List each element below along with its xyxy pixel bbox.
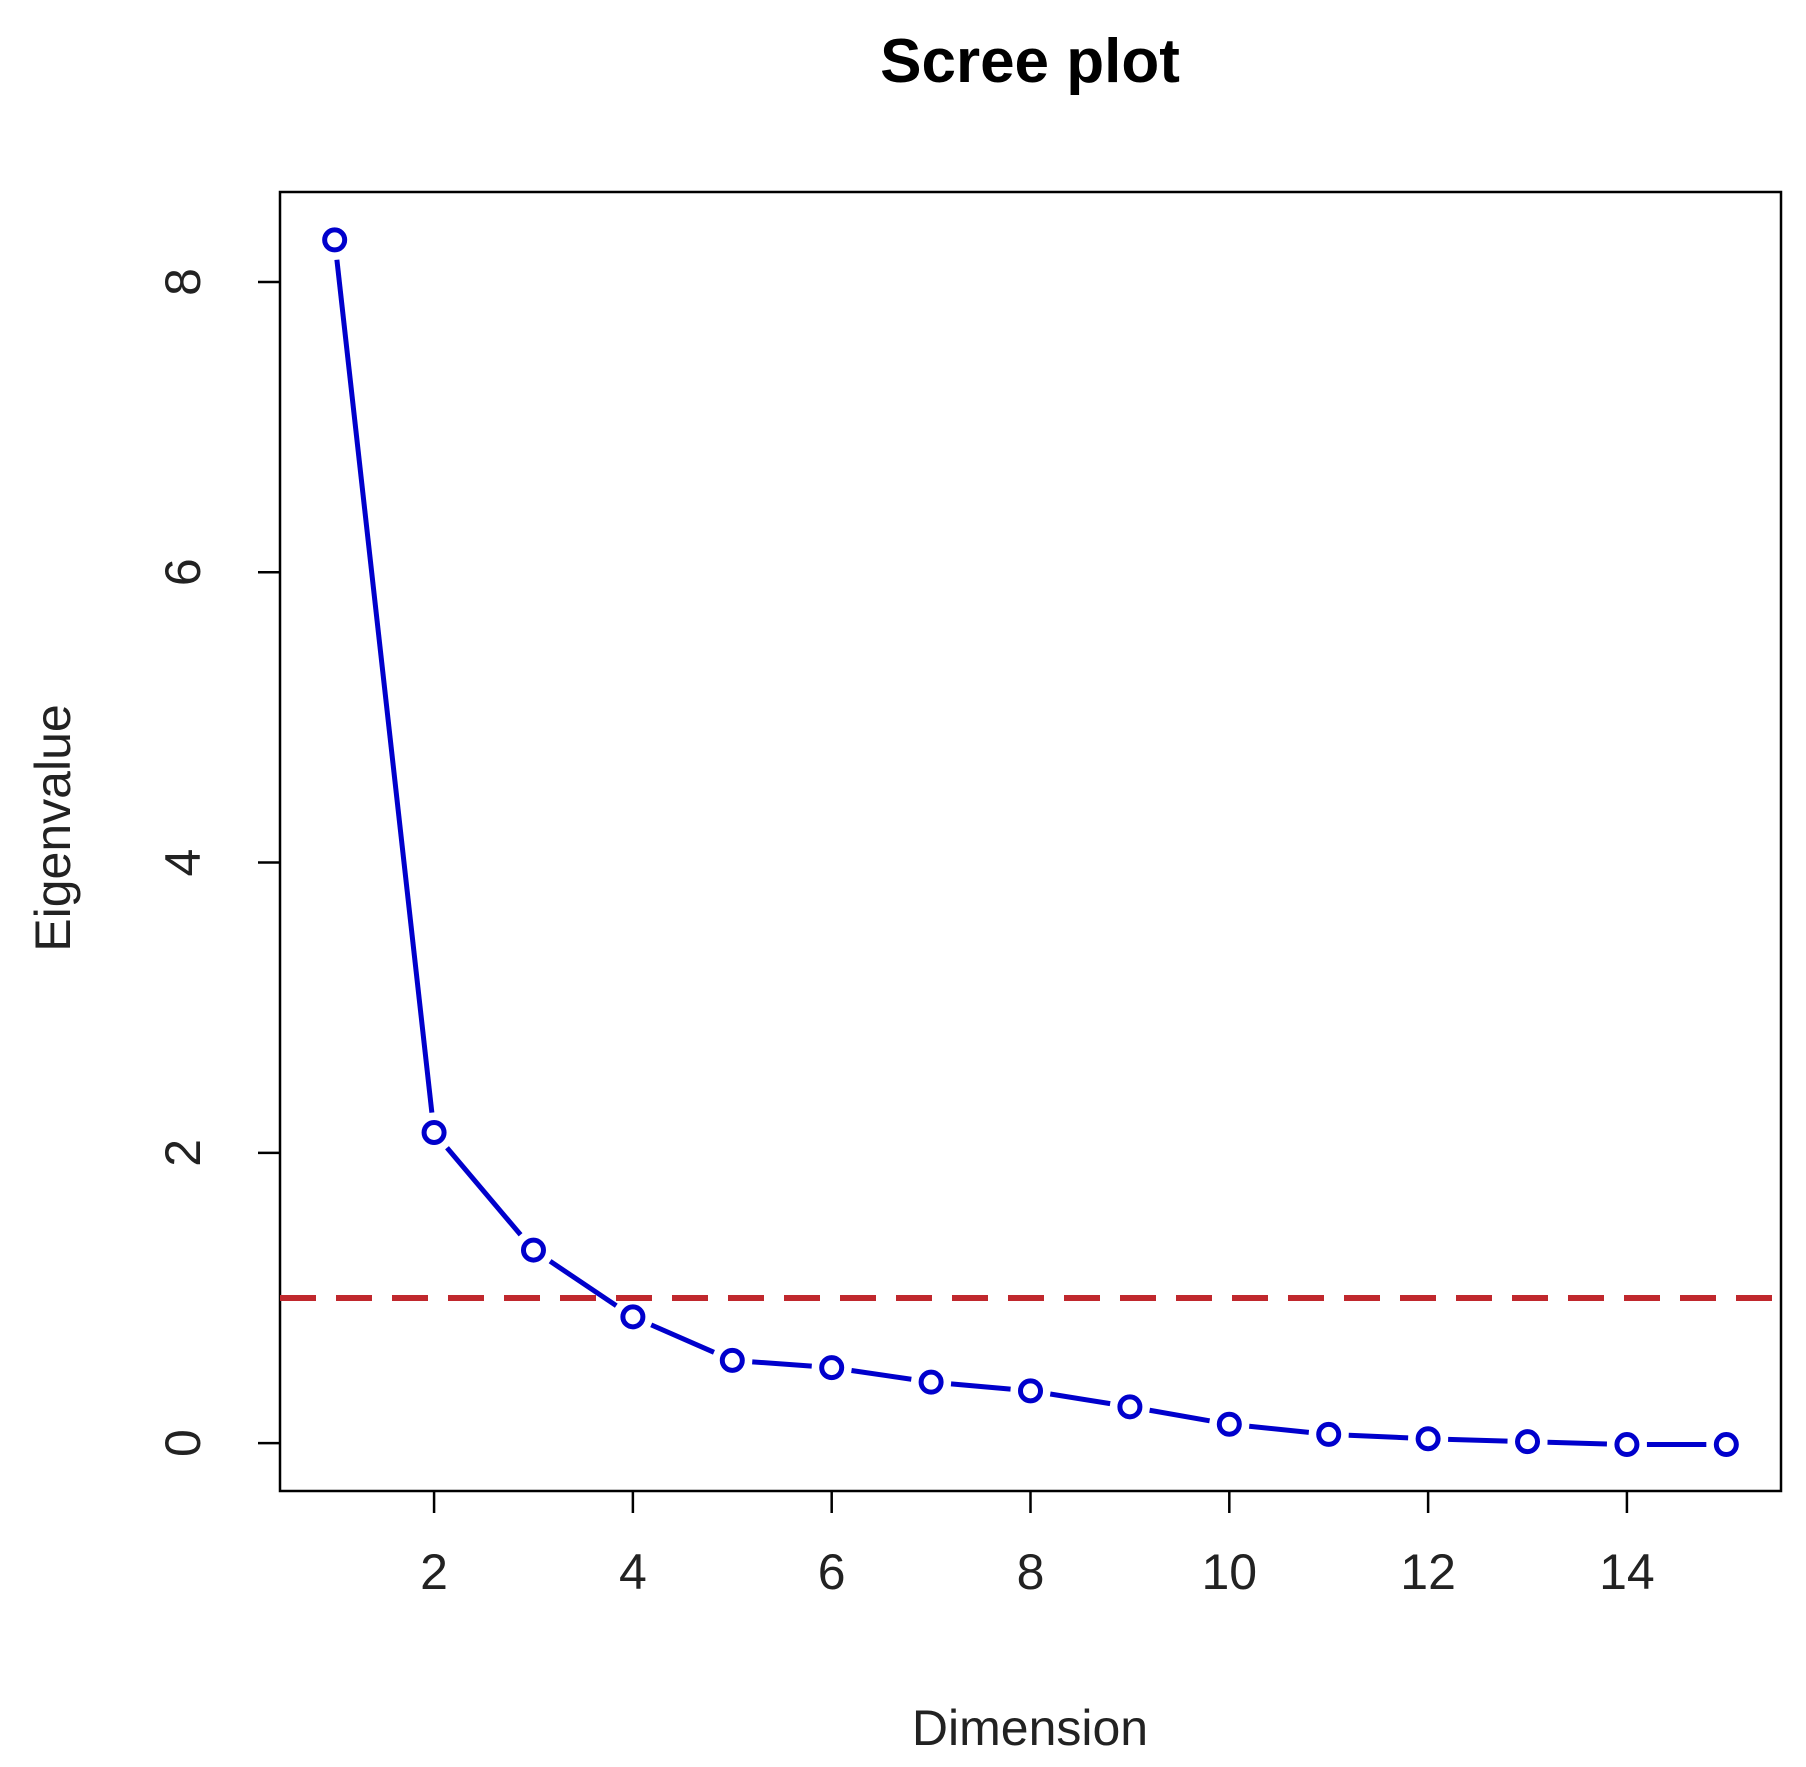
x-tick-label: 8	[1017, 1544, 1045, 1600]
series-segment	[1448, 1436, 1508, 1444]
y-tick-label: 4	[155, 849, 211, 877]
data-point	[520, 1237, 546, 1263]
data-point	[719, 1347, 745, 1373]
data-point	[1316, 1421, 1342, 1447]
chart-title: Scree plot	[880, 27, 1180, 96]
x-tick-label: 12	[1400, 1544, 1456, 1600]
x-tick-label: 4	[619, 1544, 647, 1600]
series-segment	[1348, 1432, 1409, 1441]
series-segment	[752, 1359, 812, 1369]
series-segment	[334, 259, 435, 1113]
series-segment	[851, 1368, 912, 1382]
series-segment	[1049, 1391, 1111, 1407]
x-axis-label: Dimension	[912, 1700, 1148, 1756]
y-tick-label: 0	[155, 1429, 211, 1457]
data-point	[322, 227, 348, 253]
data-point	[1117, 1394, 1143, 1420]
data-point	[1415, 1426, 1441, 1452]
series-segment	[950, 1381, 1011, 1392]
data-point	[620, 1304, 646, 1330]
series-segment	[548, 1259, 618, 1308]
data-point	[421, 1120, 447, 1146]
series-segment	[650, 1322, 715, 1355]
data-point	[1614, 1432, 1640, 1458]
y-tick-label: 2	[155, 1139, 211, 1167]
series-segment	[445, 1146, 523, 1237]
x-tick-label: 10	[1201, 1544, 1257, 1600]
data-point	[1515, 1429, 1541, 1455]
series-segment	[1248, 1423, 1310, 1435]
plot-area: 2 4 6 8 10 12 14 0 2 4 6 8	[155, 190, 1783, 1600]
series-segment	[1547, 1439, 1608, 1447]
x-tick-label: 14	[1599, 1544, 1655, 1600]
data-point	[918, 1369, 944, 1395]
data-point	[819, 1355, 845, 1381]
y-tick-label: 6	[155, 558, 211, 586]
x-tick-label: 6	[818, 1544, 846, 1600]
y-tick-label: 8	[155, 268, 211, 296]
data-point	[1018, 1378, 1043, 1404]
x-tick-label: 2	[420, 1544, 448, 1600]
y-axis-label: Eigenvalue	[25, 704, 81, 951]
series-segment	[1149, 1407, 1211, 1424]
data-point	[1216, 1411, 1242, 1437]
data-point	[1713, 1432, 1739, 1458]
